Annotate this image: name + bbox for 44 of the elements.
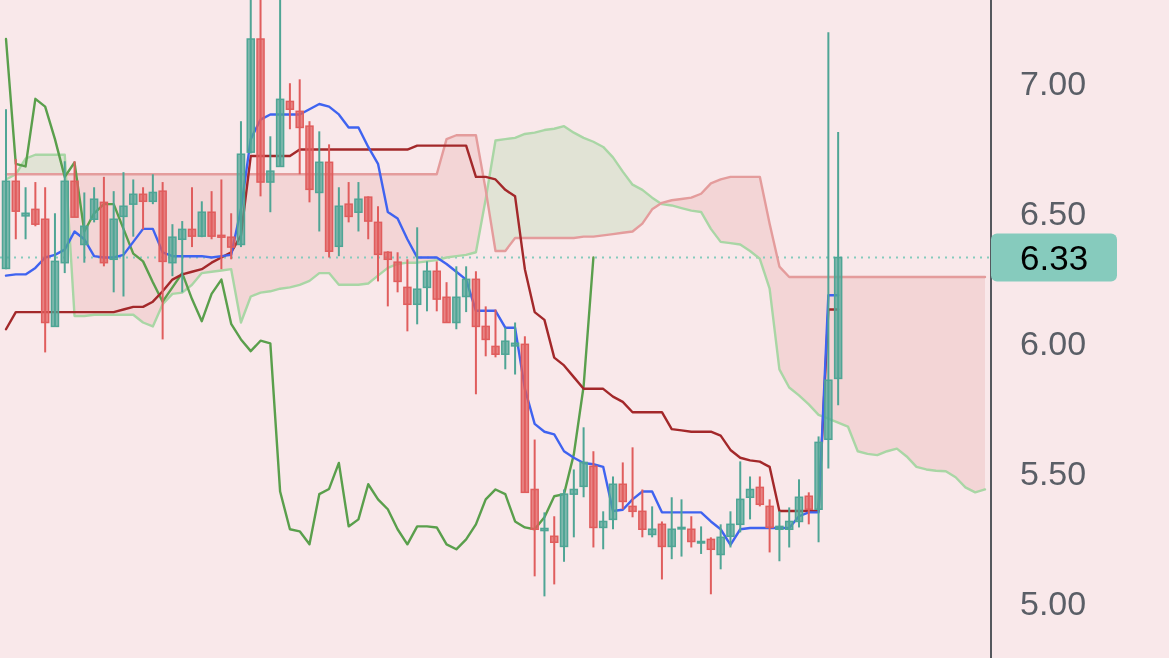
- candlestick: [696, 525, 706, 555]
- candlestick: [491, 308, 500, 359]
- candlestick: [804, 491, 814, 526]
- candlestick: [549, 515, 559, 586]
- candlestick: [569, 468, 579, 539]
- candlestick: [598, 510, 608, 551]
- candlestick: [383, 250, 393, 308]
- candlestick: [393, 251, 402, 294]
- candlestick: [138, 186, 148, 231]
- candlestick: [80, 191, 89, 264]
- y-tick-label: 7.00: [1020, 64, 1087, 103]
- candlestick: [344, 181, 353, 224]
- y-tick-label: 5.00: [1020, 584, 1087, 623]
- candlestick: [422, 260, 432, 313]
- candlestick: [412, 226, 422, 326]
- candlestick: [618, 461, 628, 511]
- candlestick: [363, 195, 373, 241]
- candlestick: [187, 186, 197, 249]
- candlestick: [21, 186, 30, 241]
- line-series: [4, 37, 595, 551]
- y-tick-label: 6.00: [1020, 324, 1087, 363]
- candlestick: [129, 178, 138, 238]
- candlestick: [266, 135, 275, 214]
- candlestick: [354, 181, 363, 233]
- candlestick: [716, 523, 725, 571]
- candlestick: [657, 520, 667, 581]
- candlestick: [285, 82, 295, 131]
- candlestick: [119, 171, 128, 298]
- candlestick: [706, 536, 716, 596]
- y-tick-label: 6.50: [1020, 194, 1087, 233]
- candlestick: [765, 498, 774, 554]
- candlestick: [197, 200, 207, 239]
- candlestick: [540, 511, 549, 598]
- candlestick: [148, 173, 158, 206]
- ref-line-label: 6.33: [1020, 237, 1089, 277]
- candlestick: [745, 475, 755, 521]
- candlestick: [579, 426, 588, 499]
- candlestick: [755, 475, 765, 508]
- y-tick-label: 5.50: [1020, 454, 1087, 493]
- line-series: [4, 134, 987, 279]
- candlestick: [687, 515, 696, 549]
- candlestick: [461, 265, 471, 314]
- candlestick: [89, 186, 99, 224]
- candlestick: [403, 258, 412, 333]
